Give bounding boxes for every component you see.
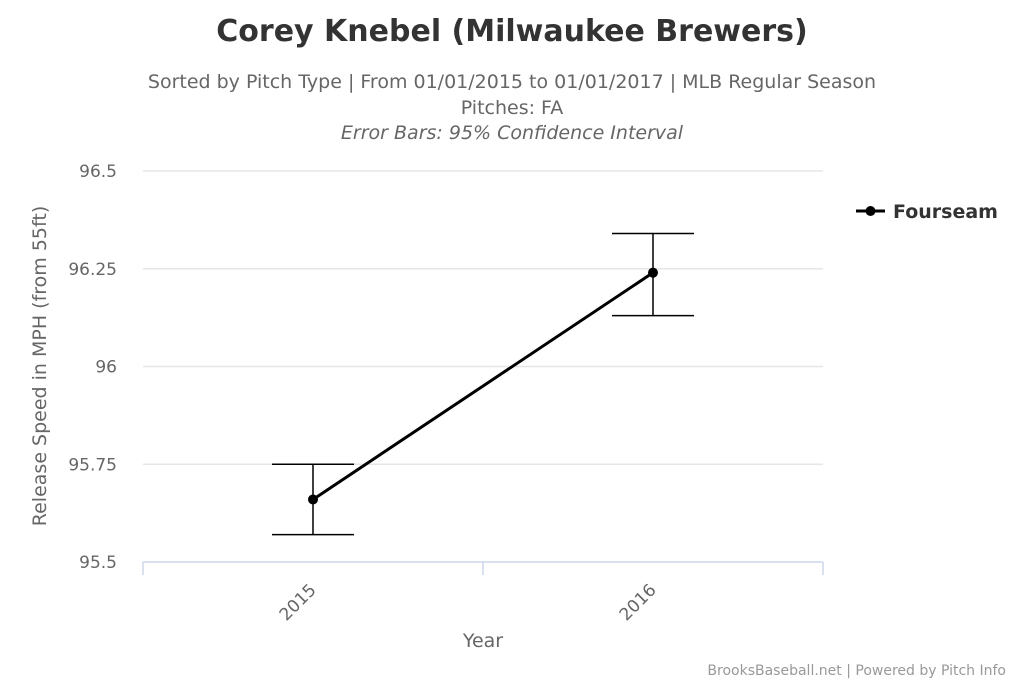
chart-subtitle-line-2: Pitches: FA bbox=[461, 97, 563, 119]
chart-subtitle-line-1: Sorted by Pitch Type | From 01/01/2015 t… bbox=[148, 71, 876, 93]
y-axis-ticks: 95.5 95.75 96 96.25 96.5 bbox=[68, 162, 117, 573]
y-tick-label: 96 bbox=[95, 358, 117, 378]
grid-lines bbox=[143, 170, 823, 465]
x-axis-title: Year bbox=[462, 630, 503, 652]
y-tick-label: 95.5 bbox=[79, 553, 117, 573]
x-axis: 2015 2016 bbox=[142, 561, 824, 625]
y-tick-label: 96.5 bbox=[79, 162, 117, 182]
legend-marker-fourseam bbox=[865, 206, 876, 216]
chart-title: Corey Knebel (Milwaukee Brewers) bbox=[216, 14, 807, 49]
credits[interactable]: BrooksBaseball.net | Powered by Pitch In… bbox=[707, 663, 1006, 679]
data-point[interactable] bbox=[308, 494, 318, 505]
series-line-fourseam bbox=[312, 271, 654, 501]
y-tick-label: 96.25 bbox=[68, 260, 117, 280]
x-tick-label: 2016 bbox=[616, 580, 661, 625]
chart-subtitle-line-3: Error Bars: 95% Confidence Interval bbox=[341, 122, 684, 144]
series-layer bbox=[272, 232, 694, 536]
legend-label-fourseam: Fourseam bbox=[893, 201, 998, 223]
y-axis-title: Release Speed in MPH (from 55ft) bbox=[29, 206, 51, 526]
y-tick-label: 95.75 bbox=[68, 455, 117, 475]
x-tick-label: 2015 bbox=[276, 580, 321, 625]
legend[interactable]: Fourseam bbox=[856, 201, 998, 223]
data-point[interactable] bbox=[648, 267, 658, 278]
